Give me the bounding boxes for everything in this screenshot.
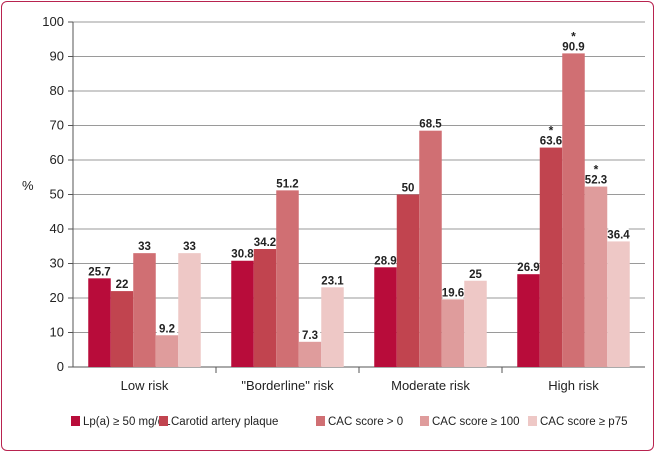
data-label-bg: [540, 133, 562, 147]
data-label: 51.2: [276, 178, 298, 190]
legend-label: CAC score > 0: [328, 416, 403, 428]
data-label-bg: [179, 239, 200, 253]
y-axis-label: %: [22, 178, 34, 193]
data-label-bg: [518, 260, 539, 274]
data-label-bg: [232, 246, 253, 260]
y-tick-label: 60: [50, 152, 64, 167]
data-label: 7.3: [302, 330, 318, 342]
legend-swatch: [316, 416, 325, 426]
y-tick-label: 20: [50, 290, 64, 305]
bar: [562, 53, 585, 368]
data-label-bg: [608, 227, 629, 241]
bar: [321, 287, 344, 367]
legend-swatch: [528, 416, 537, 426]
data-label-bg: [322, 273, 343, 287]
data-label: 23.1: [321, 275, 344, 287]
y-tick-label: 90: [50, 49, 64, 64]
data-label: 50: [402, 183, 415, 195]
data-label-bg: [254, 235, 276, 249]
bar: [231, 260, 254, 367]
bar: [539, 147, 563, 367]
bar: [419, 130, 442, 367]
y-tick-label: 50: [50, 187, 64, 202]
bar: [155, 335, 179, 367]
data-label-bg: [89, 264, 110, 278]
data-label-bg: [156, 321, 178, 335]
data-label: 25: [469, 269, 482, 281]
legend-label: CAC score ≥ p75: [540, 416, 628, 428]
legend-swatch: [71, 416, 80, 426]
data-label-bg: [277, 176, 298, 190]
bar: [607, 241, 630, 367]
data-label-bg: [465, 266, 486, 280]
data-label: 63.6: [540, 136, 562, 148]
data-label-bg: [397, 180, 419, 194]
data-label: 9.2: [159, 323, 175, 335]
data-label: 26.9: [517, 262, 539, 274]
significance-asterisk: *: [571, 29, 576, 43]
bar: [133, 253, 156, 367]
x-tick-label: Low risk: [121, 378, 169, 393]
y-tick-label: 70: [50, 118, 64, 133]
y-tick-label: 100: [42, 14, 64, 29]
bar: [464, 280, 487, 367]
bar: [396, 194, 420, 367]
x-tick-label: Moderate risk: [391, 378, 470, 393]
data-label: 68.5: [419, 119, 442, 131]
bar: [253, 249, 277, 367]
bar: [517, 274, 540, 367]
y-tick-label: 40: [50, 221, 64, 236]
data-label-bg: [111, 277, 133, 291]
data-label-bg: [563, 39, 584, 53]
bar: [584, 186, 608, 367]
data-label: 90.9: [562, 41, 584, 53]
data-label: 25.7: [88, 266, 110, 278]
bar: [276, 190, 299, 367]
data-label-bg: [585, 172, 607, 186]
bar: [374, 267, 397, 367]
data-label: 34.2: [254, 237, 276, 249]
bar: [110, 291, 134, 367]
legend-swatch: [159, 416, 168, 426]
data-label: 22: [116, 279, 129, 291]
y-tick-label: 30: [50, 256, 64, 271]
bar: [441, 299, 465, 367]
legend-label: Carotid artery plaque: [171, 416, 278, 428]
data-label-bg: [375, 253, 396, 267]
bar: [298, 341, 322, 367]
legend-swatch: [420, 416, 429, 426]
data-label: 33: [138, 241, 151, 253]
legend-label: CAC score ≥ 100: [432, 416, 520, 428]
x-tick-label: High risk: [548, 378, 599, 393]
data-label: 52.3: [585, 175, 607, 187]
y-tick-label: 0: [57, 359, 64, 374]
legend-label: Lp(a) ≥ 50 mg/dL: [83, 416, 171, 428]
data-label: 28.9: [374, 255, 396, 267]
data-label-bg: [299, 327, 321, 341]
bar: [178, 253, 201, 367]
data-label: 30.8: [231, 249, 254, 261]
data-label: 19.6: [442, 287, 464, 299]
x-tick-label: "Borderline" risk: [241, 378, 334, 393]
y-tick-label: 80: [50, 83, 64, 98]
significance-asterisk: *: [594, 163, 599, 177]
data-label-bg: [420, 116, 441, 130]
bar: [88, 278, 111, 367]
data-label: 36.4: [607, 229, 630, 241]
data-label: 33: [183, 241, 196, 253]
data-label-bg: [134, 239, 155, 253]
significance-asterisk: *: [549, 124, 554, 138]
data-label-bg: [442, 285, 464, 299]
y-tick-label: 10: [50, 325, 64, 340]
